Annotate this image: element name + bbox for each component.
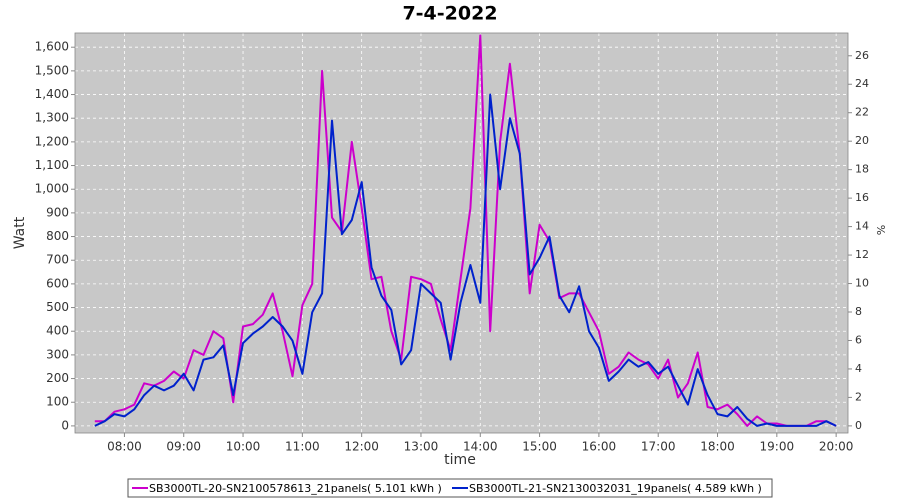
y2-tick-label: 0: [855, 419, 862, 432]
legend-label: SB3000TL-21-SN2130032031_19panels( 4.589…: [469, 482, 762, 495]
x-axis-label: time: [444, 452, 476, 468]
y-tick-label: 1,300: [35, 111, 69, 125]
x-tick-label: 19:00: [760, 440, 795, 454]
y2-tick-label: 14: [855, 220, 869, 233]
x-tick-label: 11:00: [285, 440, 320, 454]
y-tick-label: 400: [46, 324, 69, 338]
legend-label: SB3000TL-20-SN2100578613_21panels( 5.101…: [149, 482, 442, 495]
y2-tick-label: 26: [855, 49, 869, 62]
x-tick-label: 12:00: [344, 440, 379, 454]
x-tick-label: 16:00: [582, 440, 617, 454]
y-tick-label: 800: [46, 229, 69, 243]
x-tick-label: 09:00: [166, 440, 201, 454]
y-tick-label: 1,500: [35, 63, 69, 77]
y-tick-label: 1,400: [35, 87, 69, 101]
y2-tick-label: 8: [855, 305, 862, 318]
y2-tick-label: 24: [855, 77, 869, 90]
chart-title: 7-4-2022: [402, 3, 497, 25]
y2-tick-label: 20: [855, 134, 869, 147]
y2-tick-label: 18: [855, 163, 869, 176]
y2-axis-label: %: [874, 225, 887, 235]
y2-tick-label: 22: [855, 106, 869, 119]
y2-tick-label: 4: [855, 362, 862, 375]
y-axis-label: Watt: [12, 216, 28, 249]
y2-tick-label: 6: [855, 333, 862, 346]
y-tick-label: 300: [46, 347, 69, 361]
y2-tick-label: 16: [855, 191, 869, 204]
y-tick-label: 1,100: [35, 158, 69, 172]
x-tick-label: 18:00: [700, 440, 735, 454]
x-tick-label: 13:00: [404, 440, 439, 454]
y-tick-label: 1,600: [35, 40, 69, 54]
x-tick-label: 20:00: [819, 440, 854, 454]
y2-tick-label: 2: [855, 390, 862, 403]
x-tick-label: 14:00: [463, 440, 498, 454]
y-tick-label: 700: [46, 253, 69, 267]
series-line: [94, 34, 837, 427]
y2-tick-label: 10: [855, 277, 869, 290]
series-line: [94, 93, 837, 427]
y-tick-label: 1,000: [35, 182, 69, 196]
plot-area: [75, 33, 848, 433]
y-tick-label: 600: [46, 276, 69, 290]
y-tick-label: 500: [46, 300, 69, 314]
y-tick-label: 0: [61, 418, 69, 432]
x-tick-label: 08:00: [107, 440, 142, 454]
y-tick-label: 200: [46, 371, 69, 385]
y2-tick-label: 12: [855, 248, 869, 261]
y-tick-label: 1,200: [35, 134, 69, 148]
x-tick-label: 17:00: [641, 440, 676, 454]
y-tick-label: 100: [46, 395, 69, 409]
x-tick-label: 10:00: [226, 440, 261, 454]
x-tick-label: 15:00: [522, 440, 557, 454]
y-tick-label: 900: [46, 205, 69, 219]
legend: [127, 478, 773, 498]
plot-border: [74, 32, 849, 434]
